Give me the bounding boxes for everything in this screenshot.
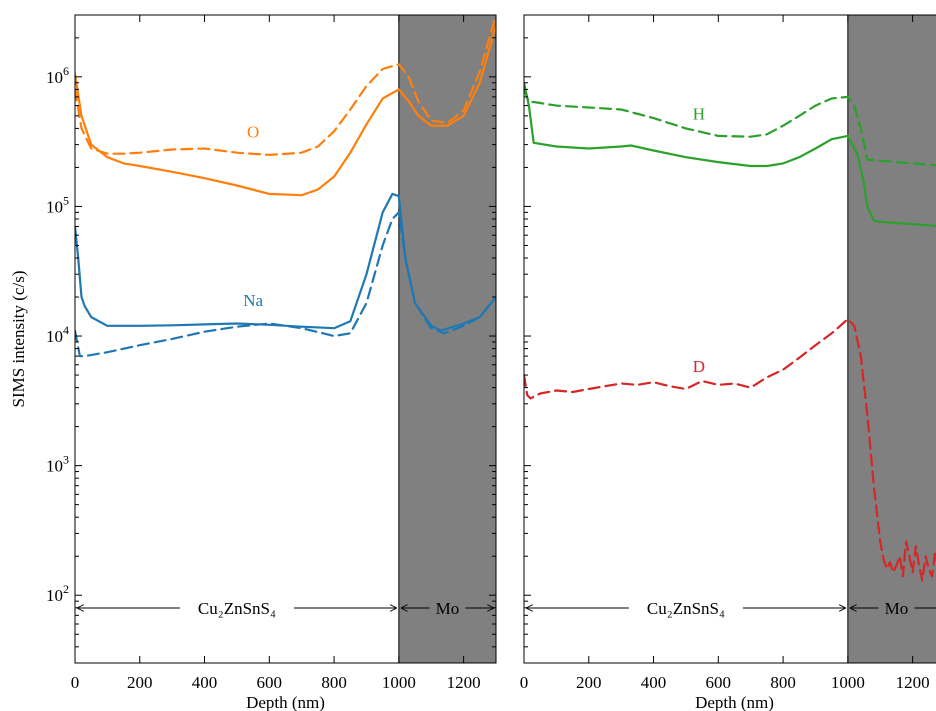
right-x-tick-labels: 0 200 400 600 800 1000 1200: [520, 673, 930, 692]
x-tick-label: 800: [770, 673, 796, 692]
y-axis-title: SIMS intensity (c/s): [9, 271, 28, 408]
right-axis-ticks: [523, 14, 914, 664]
left-region-labels: Cu₂ZnSnS₄ Mo: [77, 596, 494, 618]
x-tick-label: 400: [192, 673, 218, 692]
series-line-o-solid: [75, 24, 496, 197]
left-series-group: [75, 15, 496, 358]
right-series-group: [524, 81, 936, 582]
y-tick-label: 102: [46, 582, 69, 605]
series-line-h-solid: [524, 81, 936, 227]
mo-shaded-region: [847, 15, 936, 663]
series-line-d-dashed: [524, 318, 936, 582]
y-tick-labels: 102 103 104 105 106: [46, 64, 69, 605]
series-label-o: O: [247, 123, 259, 142]
y-tick-label: 103: [46, 453, 69, 476]
x-tick-label: 200: [127, 673, 153, 692]
left-panel: 102 103 104 105 106 0 200 400 600 800 1000 1200 O N…: [46, 14, 497, 711]
right-panel: 0 200 400 600 800 1000 1200 HD Cu₂ZnSnS₄ Mo Dep…: [520, 14, 936, 711]
x-tick-label: 0: [520, 673, 529, 692]
x-tick-label: 800: [321, 673, 347, 692]
right-x-axis-title: Depth (nm): [695, 693, 774, 711]
right-series-labels: HD: [693, 104, 705, 375]
series-line-na-solid: [75, 192, 496, 332]
y-tick-label: 105: [46, 193, 69, 216]
left-series-labels: O Na: [243, 123, 263, 311]
x-tick-label: 0: [71, 673, 80, 692]
series-line-o-dashed: [75, 15, 496, 156]
x-tick-label: 600: [706, 673, 732, 692]
y-tick-label: 104: [46, 323, 69, 346]
film-region-label: Cu₂ZnSnS₄: [647, 599, 725, 618]
x-tick-label: 1000: [382, 673, 416, 692]
series-label-d: D: [693, 357, 705, 376]
x-tick-label: 400: [641, 673, 667, 692]
left-axis-ticks: [74, 14, 496, 664]
left-x-tick-labels: 0 200 400 600 800 1000 1200: [71, 673, 481, 692]
right-plot-frame: [523, 14, 936, 664]
x-tick-label: 200: [576, 673, 602, 692]
left-plot-frame: [74, 14, 497, 664]
x-tick-label: 1200: [447, 673, 481, 692]
x-tick-label: 600: [257, 673, 283, 692]
series-line-na-dashed: [75, 211, 496, 358]
series-label-na: Na: [243, 291, 263, 310]
mo-shaded-region: [398, 15, 496, 663]
y-tick-label: 106: [46, 64, 69, 87]
x-tick-label: 1000: [831, 673, 865, 692]
mo-region-label: Mo: [885, 599, 909, 618]
series-label-h: H: [693, 104, 705, 123]
film-region-label: Cu₂ZnSnS₄: [198, 599, 276, 618]
right-region-labels: Cu₂ZnSnS₄ Mo: [526, 596, 936, 618]
mo-region-label: Mo: [436, 599, 460, 618]
x-tick-label: 1200: [896, 673, 930, 692]
series-line-h-dashed: [524, 88, 936, 167]
left-x-axis-title: Depth (nm): [246, 693, 325, 711]
